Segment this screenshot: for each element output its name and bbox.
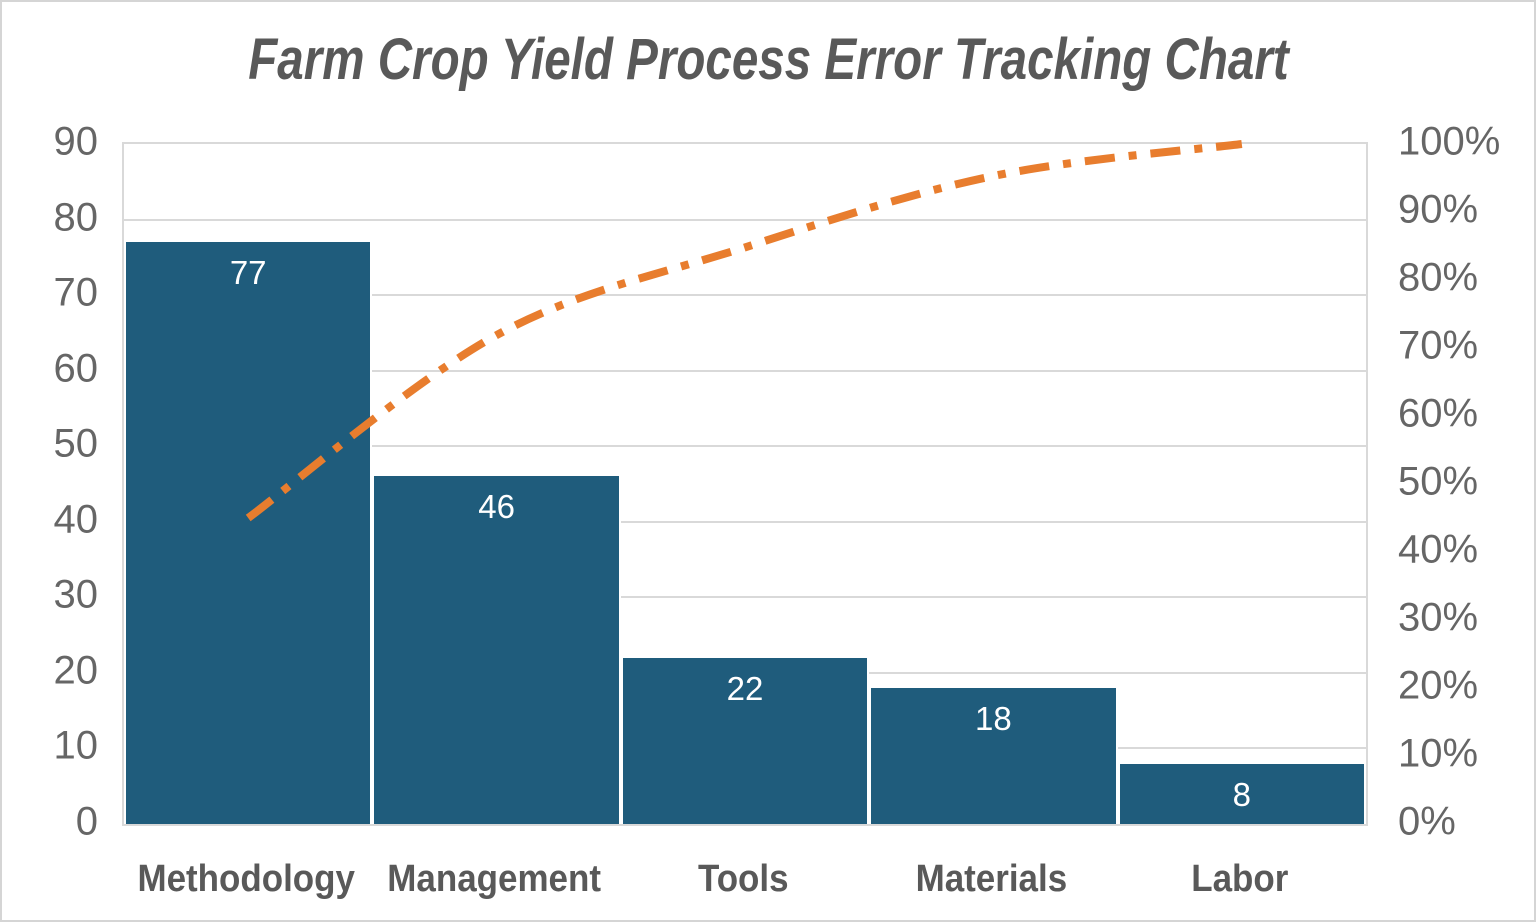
cumulative-line	[245, 140, 1243, 522]
bar-value-label: 22	[726, 669, 764, 707]
left-tick-label: 70	[53, 270, 99, 315]
right-tick-label: 50%	[1398, 459, 1479, 504]
right-tick-label: 80%	[1398, 255, 1479, 300]
left-tick-label: 90	[53, 119, 99, 164]
category-label-text: Labor	[1191, 858, 1289, 900]
right-tick-label: 90%	[1398, 187, 1479, 232]
category-label-tools: Tools	[619, 854, 867, 904]
category-label-text: Materials	[915, 858, 1068, 900]
gridline	[124, 369, 1366, 372]
left-tick-label: 30	[53, 572, 99, 617]
chart-title: Farm Crop Yield Process Error Tracking C…	[2, 26, 1534, 93]
right-tick-label: 20%	[1398, 663, 1479, 708]
category-label-text: Management	[387, 858, 602, 900]
left-tick-label: 20	[53, 648, 99, 693]
bar-materials: 18	[869, 688, 1118, 824]
category-label-text: Methodology	[137, 858, 355, 900]
left-tick-label: 60	[53, 346, 99, 391]
category-label-labor: Labor	[1116, 854, 1364, 904]
bar-value-label: 18	[975, 700, 1012, 737]
bar-labor: 8	[1117, 763, 1366, 824]
bar-management: 46	[372, 476, 621, 824]
bar-methodology: 77	[124, 242, 373, 824]
left-tick-label: 50	[53, 421, 99, 466]
bar-tools: 22	[620, 657, 870, 824]
gridline	[124, 218, 1366, 221]
bar-value-label: 46	[478, 488, 515, 526]
category-label-management: Management	[370, 854, 618, 904]
right-tick-label: 0%	[1398, 799, 1456, 844]
left-tick-label: 80	[53, 195, 99, 240]
right-tick-label: 60%	[1398, 391, 1479, 436]
bar-value-label: 77	[229, 254, 267, 292]
right-tick-label: 70%	[1398, 323, 1479, 368]
left-tick-label: 10	[53, 723, 99, 768]
chart-title-text: Farm Crop Yield Process Error Tracking C…	[247, 27, 1289, 92]
category-label-methodology: Methodology	[122, 854, 370, 904]
gridline	[124, 294, 1366, 297]
right-tick-label: 100%	[1398, 119, 1501, 164]
gridline	[124, 520, 1366, 523]
left-tick-label: 40	[53, 497, 99, 542]
category-label-materials: Materials	[867, 854, 1115, 904]
gridline	[124, 445, 1366, 448]
plot-area: 77 46 22 18 8	[122, 140, 1368, 826]
bar-value-label: 8	[1232, 775, 1251, 813]
cumulative-line-layer	[245, 140, 1243, 522]
right-tick-label: 40%	[1398, 527, 1479, 572]
gridline	[124, 596, 1366, 599]
category-label-text: Tools	[697, 858, 789, 900]
left-tick-label: 0	[75, 799, 98, 844]
right-tick-label: 30%	[1398, 595, 1479, 640]
right-tick-label: 10%	[1398, 731, 1479, 776]
